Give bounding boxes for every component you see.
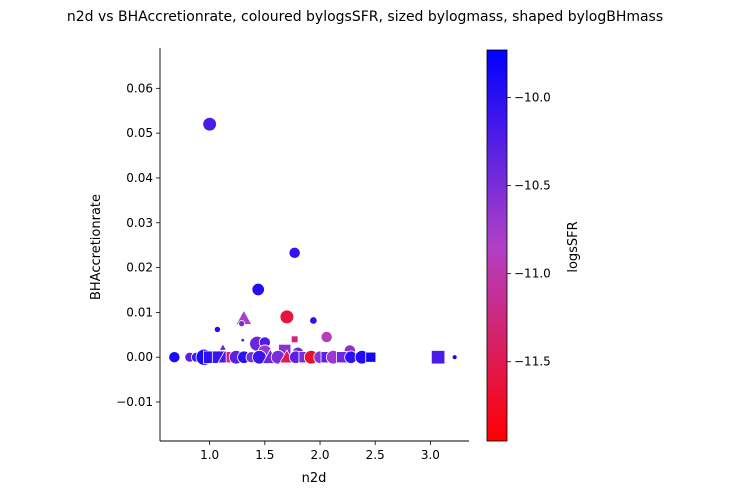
colorbar-tick-label: −10.5 [514, 179, 551, 193]
y-tick-label: 0.06 [126, 81, 153, 95]
data-point-circle [202, 116, 217, 132]
data-point-circle [320, 331, 333, 344]
y-tick-label: 0.04 [126, 171, 153, 185]
axes-spines [159, 48, 469, 442]
x-tick-label: 2.5 [366, 448, 385, 462]
data-point-square [430, 350, 446, 365]
colorbar [486, 49, 508, 442]
x-axis-label: n2d [302, 471, 327, 486]
x-tick-label: 1.5 [255, 448, 274, 462]
y-tick-label: 0.03 [126, 216, 153, 230]
colorbar-ticks: −10.0 −10.5 −11.0 −11.5 [507, 91, 551, 369]
data-point-circle [251, 282, 265, 297]
data-point-circle [168, 351, 181, 364]
points-layer [168, 116, 458, 366]
data-point-circle [279, 309, 295, 325]
data-point-circle [238, 320, 246, 328]
data-point-square [365, 351, 377, 363]
y-tick-label: 0.00 [126, 350, 153, 364]
colorbar-tick-label: −10.0 [514, 91, 551, 105]
x-tick-label: 3.0 [421, 448, 440, 462]
data-point-circle [240, 337, 246, 343]
y-tick-label: 0.01 [126, 305, 153, 319]
chart-title: n2d vs BHAccretionrate, coloured bylogsS… [67, 9, 663, 25]
y-axis-ticks: −0.01 0.00 0.01 0.02 0.03 0.04 0.05 0.06 [116, 81, 160, 409]
data-point-circle [309, 316, 318, 325]
y-tick-label: −0.01 [116, 395, 153, 409]
colorbar-tick-label: −11.5 [514, 355, 551, 369]
y-tick-label: 0.02 [126, 261, 153, 275]
colorbar-label: logsSFR [566, 221, 581, 272]
data-point-circle [288, 246, 301, 259]
data-point-triangle [218, 342, 228, 351]
x-axis-ticks: 1.0 1.5 2.0 2.5 3.0 [200, 441, 440, 462]
y-axis-label: BHAccretionrate [89, 194, 104, 300]
x-tick-label: 2.0 [310, 448, 329, 462]
data-point-square [290, 335, 299, 344]
x-tick-label: 1.0 [200, 448, 219, 462]
data-point-circle [451, 354, 458, 361]
y-tick-label: 0.05 [126, 126, 153, 140]
data-point-circle [213, 325, 221, 333]
colorbar-tick-label: −11.0 [514, 267, 551, 281]
